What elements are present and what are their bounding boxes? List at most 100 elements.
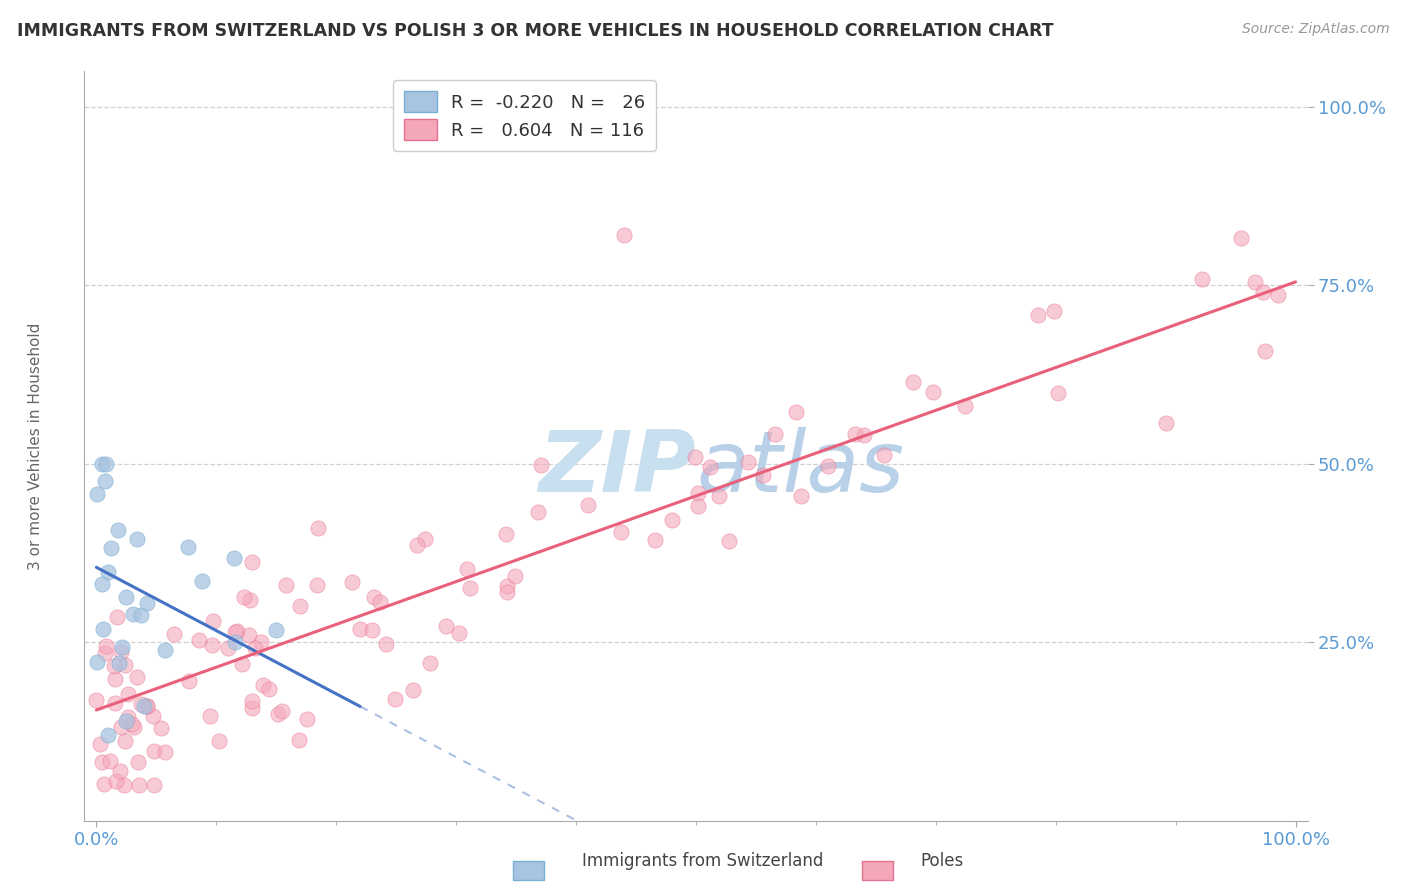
Point: [790, 489, 813, 503]
Point: [111, 640, 134, 655]
Point: [224, 625, 246, 640]
Text: Immigrants from Switzerland: Immigrants from Switzerland: [582, 852, 824, 870]
Point: [198, 709, 221, 723]
Point: [100, 541, 122, 555]
Point: [495, 527, 517, 541]
Point: [191, 574, 214, 589]
Point: [707, 489, 730, 503]
Point: [104, 672, 127, 686]
Point: [90, 755, 112, 769]
Point: [91, 457, 114, 471]
Point: [200, 638, 222, 652]
Point: [717, 534, 740, 549]
Point: [763, 426, 786, 441]
Point: [188, 633, 211, 648]
Point: [91, 577, 114, 591]
Point: [644, 533, 666, 547]
Point: [240, 701, 263, 715]
Point: [94, 457, 117, 471]
Point: [266, 706, 288, 721]
Text: Source: ZipAtlas.com: Source: ZipAtlas.com: [1241, 22, 1389, 37]
Point: [953, 400, 976, 414]
Text: atlas: atlas: [696, 427, 904, 510]
Point: [276, 578, 298, 592]
Point: [419, 656, 441, 670]
Point: [873, 448, 896, 462]
Point: [91, 622, 114, 636]
Point: [250, 634, 273, 648]
Point: [785, 404, 807, 418]
Point: [505, 569, 527, 583]
Point: [688, 486, 710, 500]
Point: [252, 678, 274, 692]
Point: [142, 708, 165, 723]
Point: [86, 655, 108, 669]
Point: [136, 698, 159, 713]
Point: [456, 562, 478, 576]
Point: [529, 458, 551, 472]
Text: Poles: Poles: [921, 852, 963, 870]
Point: [434, 618, 457, 632]
Text: IMMIGRANTS FROM SWITZERLAND VS POLISH 3 OR MORE VEHICLES IN HOUSEHOLD CORRELATIO: IMMIGRANTS FROM SWITZERLAND VS POLISH 3 …: [17, 22, 1053, 40]
Point: [257, 681, 280, 696]
Point: [240, 694, 263, 708]
Point: [127, 532, 149, 546]
Point: [134, 699, 156, 714]
Point: [124, 720, 146, 734]
Point: [271, 704, 294, 718]
Point: [1253, 285, 1275, 300]
Text: ZIP: ZIP: [538, 427, 696, 510]
Point: [226, 624, 249, 638]
Point: [305, 577, 328, 591]
Point: [224, 635, 246, 649]
Point: [86, 486, 108, 500]
Point: [368, 594, 391, 608]
Point: [127, 755, 149, 769]
Point: [127, 670, 149, 684]
Point: [1254, 344, 1277, 359]
Point: [222, 550, 245, 565]
Point: [447, 625, 470, 640]
Point: [114, 657, 136, 672]
Point: [231, 657, 253, 672]
Point: [114, 734, 136, 748]
Point: [176, 541, 198, 555]
Point: [135, 699, 157, 714]
Point: [89, 738, 111, 752]
Legend: R =  -0.220   N =   26, R =   0.604   N = 116: R = -0.220 N = 26, R = 0.604 N = 116: [394, 80, 657, 151]
Point: [129, 697, 152, 711]
Point: [295, 712, 318, 726]
Point: [527, 505, 550, 519]
Point: [288, 733, 311, 747]
Point: [94, 475, 117, 489]
Point: [340, 575, 363, 590]
Point: [150, 721, 173, 735]
Point: [1229, 231, 1251, 245]
Point: [1047, 385, 1070, 400]
Point: [307, 521, 329, 535]
Point: [661, 512, 683, 526]
Point: [179, 674, 201, 689]
Point: [752, 467, 775, 482]
Point: [202, 614, 225, 628]
Point: [240, 555, 263, 569]
Point: [361, 623, 384, 637]
Point: [232, 590, 254, 604]
Point: [128, 778, 150, 792]
Point: [1244, 275, 1267, 289]
Point: [97, 565, 120, 579]
Point: [112, 778, 135, 792]
Point: [495, 585, 517, 599]
Point: [96, 639, 118, 653]
Point: [406, 538, 429, 552]
Point: [105, 610, 128, 624]
Point: [458, 581, 481, 595]
Point: [115, 590, 138, 604]
Point: [402, 682, 425, 697]
Point: [737, 455, 759, 469]
Point: [238, 628, 260, 642]
Point: [610, 525, 633, 540]
Point: [288, 599, 311, 613]
Point: [384, 692, 406, 706]
Point: [903, 376, 925, 390]
